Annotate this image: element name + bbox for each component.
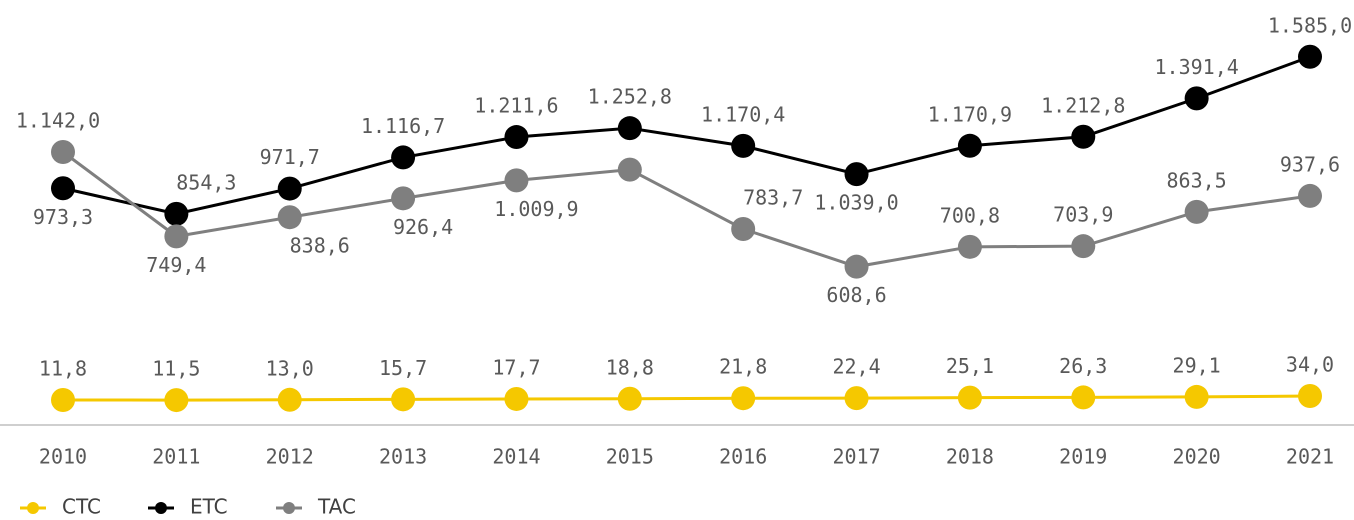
- data-label: 26,3: [1059, 354, 1107, 378]
- marker: [617, 157, 642, 182]
- data-label: 1.252,8: [588, 85, 672, 109]
- marker: [51, 139, 75, 164]
- marker: [844, 162, 869, 187]
- data-label: 21,8: [719, 355, 767, 379]
- marker: [277, 387, 302, 412]
- data-label: 29,1: [1173, 353, 1221, 377]
- marker: [617, 386, 642, 411]
- x-tick-label: 2020: [1173, 445, 1221, 469]
- data-label: 608,6: [826, 283, 886, 307]
- marker: [844, 386, 869, 411]
- marker: [164, 224, 189, 249]
- data-label: 17,7: [492, 355, 540, 379]
- marker: [1184, 86, 1209, 111]
- data-label: 1.212,8: [1041, 93, 1125, 117]
- marker: [731, 133, 756, 158]
- marker: [51, 176, 75, 201]
- marker: [391, 387, 416, 412]
- marker: [844, 254, 869, 279]
- data-label: 13,0: [266, 356, 314, 380]
- data-label: 1.142,0: [16, 108, 100, 132]
- data-label: 1.391,4: [1154, 55, 1238, 79]
- marker: [731, 386, 756, 411]
- marker: [277, 205, 302, 230]
- x-tick-label: 2018: [946, 445, 994, 469]
- x-tick-label: 2019: [1059, 445, 1107, 469]
- marker: [731, 217, 756, 242]
- marker: [391, 145, 416, 170]
- data-label: 926,4: [393, 215, 453, 239]
- marker: [1071, 234, 1096, 259]
- marker: [164, 201, 189, 226]
- data-label: 1.211,6: [474, 94, 558, 118]
- marker: [1071, 385, 1096, 410]
- x-tick-label: 2021: [1286, 445, 1334, 469]
- marker: [957, 133, 982, 158]
- data-label: 749,4: [146, 253, 206, 277]
- x-tick-label: 2014: [492, 445, 540, 469]
- marker: [1298, 44, 1322, 69]
- marker: [504, 168, 529, 193]
- data-label: 854,3: [176, 170, 236, 194]
- data-label: 1.116,7: [361, 114, 445, 138]
- data-label: 34,0: [1286, 353, 1334, 377]
- data-label: 703,9: [1053, 203, 1113, 227]
- legend-marker: [155, 502, 167, 514]
- data-label: 18,8: [606, 355, 654, 379]
- marker: [1071, 124, 1096, 149]
- data-label: 863,5: [1167, 168, 1227, 192]
- x-tick-label: 2012: [266, 445, 314, 469]
- marker: [164, 388, 189, 413]
- x-tick-label: 2017: [832, 445, 880, 469]
- data-label: 1.039,0: [814, 191, 898, 215]
- data-label: 838,6: [290, 234, 350, 258]
- legend-marker: [27, 502, 39, 514]
- data-label: 11,8: [39, 357, 87, 381]
- x-tick-label: 2010: [39, 445, 87, 469]
- data-label: 22,4: [832, 355, 880, 379]
- series-line: [62, 150, 1311, 269]
- data-label: 1.009,9: [494, 197, 578, 221]
- legend-marker: [283, 502, 295, 514]
- marker: [1184, 384, 1209, 409]
- data-label: 25,1: [946, 354, 994, 378]
- marker: [957, 234, 982, 259]
- legend-label: TAC: [317, 495, 356, 519]
- series-line: [62, 55, 1311, 216]
- marker: [504, 386, 529, 411]
- data-label: 1.585,0: [1268, 13, 1352, 37]
- data-label: 937,6: [1280, 152, 1340, 176]
- marker: [617, 116, 642, 141]
- x-tick-label: 2013: [379, 445, 427, 469]
- data-label: 15,7: [379, 356, 427, 380]
- marker: [1184, 199, 1209, 224]
- legend-label: ETC: [190, 495, 228, 519]
- x-tick-label: 2016: [719, 445, 767, 469]
- x-tick-label: 2011: [152, 445, 200, 469]
- marker: [1298, 384, 1322, 409]
- data-label: 1.170,9: [928, 102, 1012, 126]
- legend-label: CTC: [62, 495, 101, 519]
- data-label: 973,3: [33, 205, 93, 229]
- data-label: 700,8: [940, 203, 1000, 227]
- marker: [391, 186, 416, 211]
- marker: [51, 388, 75, 413]
- marker: [1298, 183, 1322, 208]
- marker: [277, 176, 302, 201]
- x-tick-label: 2015: [606, 445, 654, 469]
- series-line: [62, 394, 1311, 402]
- marker: [957, 385, 982, 410]
- data-label: 971,7: [260, 145, 320, 169]
- marker: [504, 125, 529, 150]
- data-label: 1.170,4: [701, 102, 785, 126]
- data-label: 783,7: [743, 186, 803, 210]
- data-label: 11,5: [152, 357, 200, 381]
